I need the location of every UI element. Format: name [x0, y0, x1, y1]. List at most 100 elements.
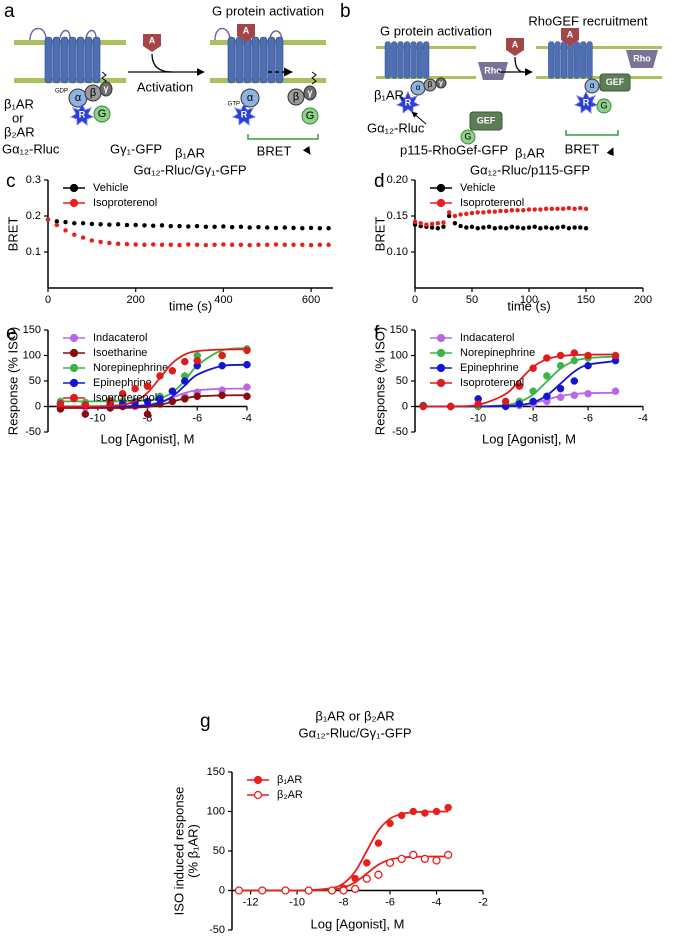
data-point — [212, 224, 217, 230]
label: β — [90, 87, 96, 99]
title: RhoGEF recruitment — [528, 13, 648, 28]
data-point — [529, 397, 537, 406]
data-point — [142, 242, 147, 248]
x-tick-label: 0 — [45, 294, 51, 306]
data-point — [441, 224, 446, 230]
data-point — [469, 224, 475, 230]
legend-label: Isoproterenol — [93, 197, 157, 209]
data-point — [193, 356, 201, 365]
data-point — [72, 232, 77, 237]
data-point — [560, 206, 566, 212]
y-tick-label: 0.2 — [26, 210, 41, 222]
data-point — [492, 225, 498, 231]
data-point — [159, 242, 165, 248]
data-point — [543, 354, 551, 362]
data-point — [63, 219, 68, 225]
legend-swatch — [253, 790, 263, 800]
data-point — [80, 220, 86, 226]
data-point — [300, 242, 305, 248]
title: G protein activation — [212, 3, 324, 18]
data-point — [89, 221, 95, 227]
data-point — [412, 219, 418, 225]
data-point — [133, 222, 138, 228]
data-point — [317, 242, 323, 248]
label: A — [149, 35, 156, 45]
panel-letter: b — [340, 1, 351, 22]
gef — [599, 73, 631, 92]
data-point — [464, 211, 469, 217]
legend-label: Vehicle — [460, 182, 495, 194]
data-point — [124, 222, 130, 228]
data-point — [143, 397, 152, 406]
data-point — [193, 392, 201, 401]
data-point — [421, 809, 429, 817]
legend-label: Isoproterenol — [460, 377, 524, 389]
y-tick-label: 150 — [207, 766, 225, 778]
data-point — [181, 377, 189, 385]
y-tick-label: 50 — [396, 375, 408, 387]
data-point — [115, 222, 121, 227]
data-point — [420, 854, 430, 864]
g-alpha — [240, 88, 260, 108]
x-tick-label: -10 — [90, 412, 106, 424]
data-point — [229, 224, 235, 230]
data-point — [326, 225, 331, 231]
title: G protein activation — [380, 23, 492, 38]
x-tick-label: -8 — [143, 412, 153, 424]
x-axis-label: time (s) — [507, 298, 550, 313]
data-point — [503, 225, 509, 231]
data-point — [515, 382, 524, 390]
x-tick-label: -6 — [385, 896, 395, 908]
data-point — [475, 225, 480, 231]
data-point — [515, 225, 520, 230]
data-point — [611, 387, 620, 395]
data-point — [81, 401, 90, 409]
gfp — [460, 129, 476, 145]
data-point — [501, 397, 510, 406]
legend-swatch — [436, 198, 446, 208]
data-point — [409, 850, 418, 860]
label: GEF — [477, 115, 496, 125]
data-point — [282, 225, 288, 230]
g-gamma — [99, 81, 113, 97]
x-tick-label: -8 — [339, 896, 349, 908]
data-point — [556, 361, 565, 370]
data-point — [168, 387, 177, 395]
legend-swatch — [69, 348, 79, 358]
data-point — [156, 395, 164, 403]
label: α — [590, 81, 595, 90]
membrane — [536, 76, 662, 79]
label: β₂AR — [4, 124, 35, 139]
data-point — [584, 390, 592, 398]
data-point — [549, 225, 555, 231]
data-point — [498, 225, 503, 230]
legend-label: Isoproterenol — [93, 392, 157, 404]
x-tick-label: -8 — [528, 412, 538, 424]
y-tick-label: 50 — [213, 845, 225, 857]
label: or — [12, 110, 24, 125]
label: γ — [439, 80, 443, 87]
data-point — [243, 383, 251, 391]
data-point — [532, 207, 537, 212]
data-point — [218, 361, 226, 370]
data-point — [229, 242, 235, 248]
data-point — [203, 224, 209, 230]
legend-label: Indacaterol — [460, 332, 514, 344]
data-point — [572, 225, 577, 230]
y-tick-label: -50 — [392, 426, 408, 438]
data-point — [181, 357, 189, 366]
x-tick-label: 200 — [127, 294, 145, 306]
data-point — [133, 242, 138, 247]
data-point — [481, 225, 486, 230]
label: GDP — [55, 89, 68, 95]
data-point — [578, 225, 583, 230]
data-point — [570, 349, 579, 357]
label: R — [583, 97, 590, 107]
data-point — [515, 207, 520, 213]
y-axis-label: Response (% ISO) — [5, 327, 20, 435]
label: Gα₁₂-Rluc — [2, 141, 60, 156]
data-point — [72, 220, 77, 226]
arrow — [302, 145, 311, 155]
legend-label: Epinephrine — [460, 362, 519, 374]
legend-label: β₂AR — [277, 789, 303, 801]
